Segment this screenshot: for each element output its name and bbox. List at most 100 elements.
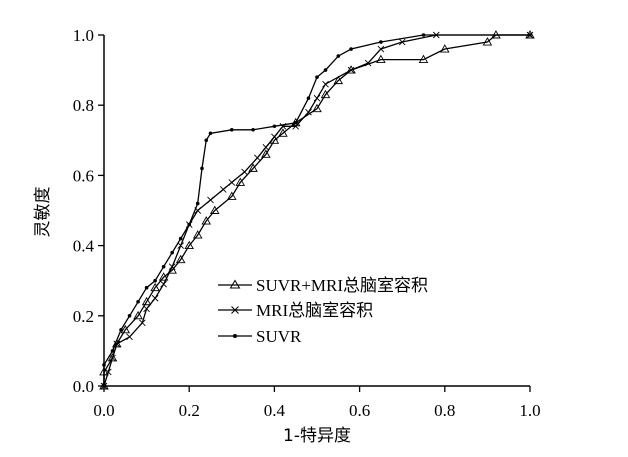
data-point-dot (336, 54, 341, 58)
legend-label-0: SUVR+MRI总脑室容积 (256, 276, 428, 295)
y-tick-label: 0.6 (73, 166, 94, 185)
y-tick-label: 0.2 (73, 307, 94, 326)
data-point-dot (208, 131, 213, 136)
data-point-dot (204, 138, 209, 143)
data-point-triangle (227, 191, 237, 200)
series-triangle (99, 30, 535, 390)
data-point-x (313, 94, 321, 102)
data-point-dot (102, 384, 106, 388)
data-point-x (377, 45, 385, 53)
data-point-dot (251, 127, 255, 132)
data-point-x (322, 80, 329, 88)
y-tick-label: 1.0 (73, 26, 94, 45)
data-point-dot (421, 33, 426, 37)
data-point-triangle (158, 272, 169, 281)
y-tick-label: 0.0 (73, 377, 94, 396)
series-line-triangle (103, 34, 530, 386)
legend-label-2: SUVR (256, 327, 302, 346)
x-ticks: 0.0 0.2 0.4 0.6 0.8 1.0 (93, 386, 541, 420)
data-point-x (151, 294, 159, 302)
data-point-dot (102, 363, 106, 367)
data-point-x (109, 354, 116, 362)
x-tick-label: 0.2 (179, 401, 200, 420)
legend-item-2: SUVR (218, 327, 302, 346)
legend-marker-x (231, 306, 239, 314)
x-tick-label: 0.0 (93, 401, 114, 420)
data-point-triangle (150, 282, 160, 292)
series-dot (102, 33, 532, 388)
data-point-dot (144, 285, 149, 290)
y-tick-label: 0.8 (73, 96, 94, 115)
data-point-dot (127, 314, 132, 318)
data-point-dot (323, 68, 328, 72)
data-point-triangle (133, 310, 143, 320)
data-point-triangle (320, 89, 331, 99)
data-point-triangle (141, 296, 152, 306)
data-point-x (305, 108, 312, 116)
legend-marker-triangle (229, 279, 241, 289)
legend-label-1: MRI总脑室容积 (256, 301, 373, 320)
data-point-dot (349, 47, 353, 51)
series-line-dot (103, 34, 530, 386)
data-point-dot (306, 96, 311, 100)
data-point-dot (272, 124, 277, 129)
x-tick-label: 0.6 (349, 401, 370, 420)
data-point-triangle (235, 177, 246, 186)
data-point-x (364, 59, 372, 67)
data-point-dot (293, 120, 298, 125)
data-point-triangle (278, 128, 288, 137)
y-axis-title: 灵敏度 (33, 187, 53, 238)
data-point-x (160, 280, 167, 288)
series-layer (99, 30, 535, 390)
data-point-triangle (440, 44, 450, 53)
data-point-x (398, 38, 406, 46)
data-point-x (143, 305, 150, 313)
data-point-dot (230, 127, 234, 132)
x-tick-label: 0.8 (434, 401, 455, 420)
legend-item-1: MRI总脑室容积 (218, 301, 373, 320)
data-point-triangle (248, 163, 258, 172)
y-tick-label: 0.4 (73, 237, 95, 256)
data-point-dot (136, 299, 140, 304)
data-point-triangle (209, 205, 220, 214)
series-x (100, 31, 534, 390)
data-point-triangle (175, 254, 186, 264)
data-point-x (139, 319, 146, 327)
data-point-triangle (261, 149, 271, 158)
data-point-triangle (201, 216, 212, 225)
data-point-triangle (184, 240, 194, 250)
data-point-x (271, 133, 278, 141)
data-point-x (262, 144, 270, 151)
data-point-x (254, 154, 261, 162)
data-point-dot (528, 33, 532, 37)
data-point-dot (315, 75, 319, 79)
data-point-dot (153, 278, 157, 283)
data-point-x (177, 242, 184, 249)
x-tick-label: 0.4 (264, 401, 286, 420)
data-point-x (126, 333, 133, 341)
data-point-triangle (107, 353, 118, 362)
series-line-x (103, 34, 530, 387)
data-point-dot (119, 328, 123, 332)
axes (103, 35, 530, 387)
y-ticks: 0.0 0.2 0.4 0.6 0.8 1.0 (73, 26, 104, 396)
x-tick-label: 1.0 (519, 401, 540, 420)
data-point-x (347, 66, 355, 74)
legend: SUVR+MRI总脑室容积 MRI总脑室容积 SUVR (218, 276, 428, 346)
data-point-dot (187, 222, 191, 227)
data-point-x (241, 168, 248, 176)
data-point-triangle (333, 75, 344, 85)
data-point-triangle (312, 103, 322, 113)
data-point-dot (379, 40, 383, 44)
data-point-dot (170, 250, 174, 255)
data-point-dot (110, 349, 115, 353)
data-point-triangle (120, 324, 131, 334)
data-point-x (292, 122, 300, 130)
data-point-triangle (376, 54, 386, 64)
legend-item-0: SUVR+MRI总脑室容积 (218, 276, 428, 295)
data-point-x (168, 263, 176, 270)
data-point-triangle (192, 230, 203, 239)
data-point-dot (195, 201, 200, 206)
data-point-x (207, 196, 214, 204)
